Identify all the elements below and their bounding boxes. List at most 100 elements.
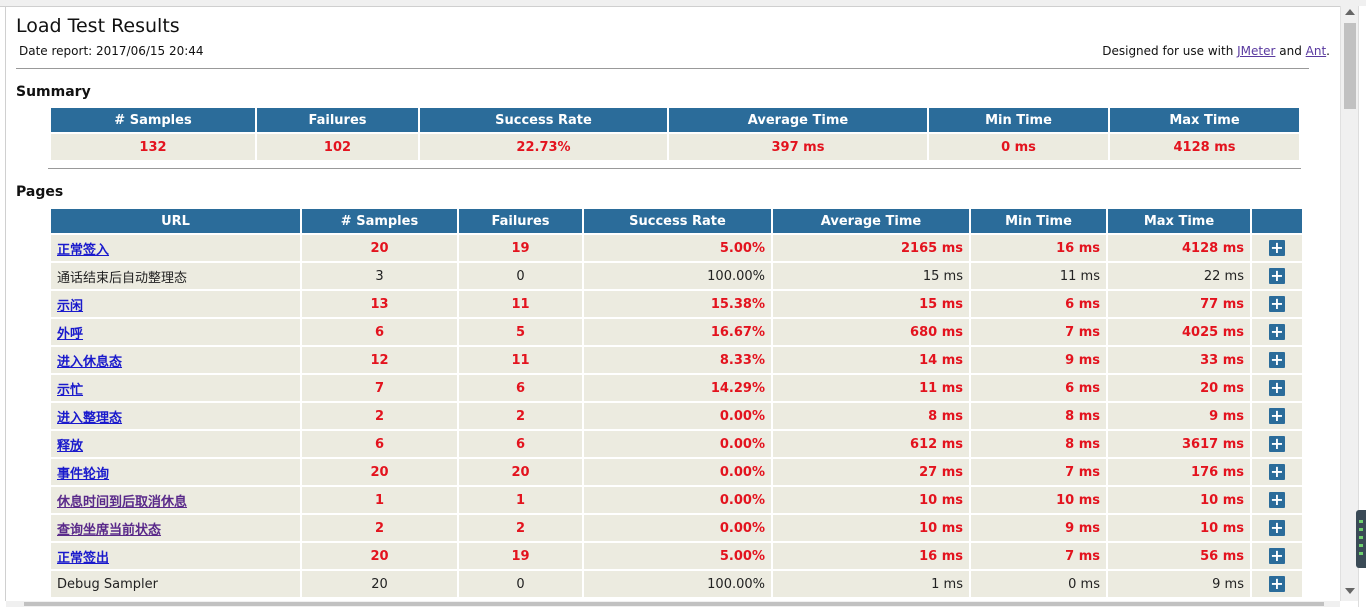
url-link[interactable]: 正常签出 <box>57 550 110 566</box>
failures-cell: 11 <box>459 347 582 373</box>
plus-icon[interactable]: + <box>1269 238 1285 257</box>
ant-link[interactable]: Ant <box>1305 44 1327 58</box>
expand-cell: + <box>1252 235 1302 261</box>
expand-cell: + <box>1252 375 1302 401</box>
table-row: 示忙 7 6 14.29% 11 ms 6 ms 20 ms + <box>51 375 1302 401</box>
expand-cell: + <box>1252 263 1302 289</box>
average-time-cell: 10 ms <box>773 515 969 541</box>
samples-cell: 7 <box>302 375 457 401</box>
url-link[interactable]: 正常签入 <box>57 242 110 258</box>
summary-min-time: 0 ms <box>929 134 1108 160</box>
url-link[interactable]: 查询坐席当前状态 <box>57 522 162 538</box>
plus-icon[interactable]: + <box>1269 546 1285 565</box>
designed-for-note: Designed for use with JMeter and Ant. <box>1102 44 1330 58</box>
page-title: Load Test Results <box>16 15 180 37</box>
vertical-scrollbar[interactable] <box>1340 6 1359 601</box>
url-link[interactable]: 外呼 <box>57 326 84 342</box>
url-link[interactable]: 进入休息态 <box>57 354 123 370</box>
scroll-down-icon[interactable] <box>1345 588 1355 594</box>
failures-cell: 0 <box>459 571 582 597</box>
plus-icon[interactable]: + <box>1269 266 1285 285</box>
average-time-cell: 612 ms <box>773 431 969 457</box>
average-time-cell: 14 ms <box>773 347 969 373</box>
horizontal-scrollbar[interactable] <box>6 601 1340 607</box>
expand-cell: + <box>1252 487 1302 513</box>
url-link[interactable]: 示闲 <box>57 298 84 314</box>
table-row: 正常签出 20 19 5.00% 16 ms 7 ms 56 ms + <box>51 543 1302 569</box>
summary-samples: 132 <box>51 134 255 160</box>
average-time-cell: 2165 ms <box>773 235 969 261</box>
url-cell: 进入休息态 <box>51 347 300 373</box>
plus-icon[interactable]: + <box>1269 406 1285 425</box>
pages-header-average-time: Average Time <box>773 209 969 233</box>
failures-cell: 6 <box>459 375 582 401</box>
min-time-cell: 9 ms <box>971 515 1106 541</box>
designed-prefix: Designed for use with <box>1102 44 1238 58</box>
min-time-cell: 8 ms <box>971 403 1106 429</box>
url-cell: 通话结束后自动整理态 <box>51 263 300 289</box>
max-time-cell: 77 ms <box>1108 291 1250 317</box>
average-time-cell: 16 ms <box>773 543 969 569</box>
url-link[interactable]: 示忙 <box>57 382 84 398</box>
plus-icon[interactable]: + <box>1269 518 1285 537</box>
max-time-cell: 4025 ms <box>1108 319 1250 345</box>
url-link[interactable]: 休息时间到后取消休息 <box>57 494 188 510</box>
success-rate-cell: 100.00% <box>584 571 771 597</box>
success-rate-cell: 100.00% <box>584 263 771 289</box>
jmeter-link[interactable]: JMeter <box>1237 44 1276 58</box>
side-meter-icon <box>1356 510 1366 568</box>
expand-cell: + <box>1252 319 1302 345</box>
table-row: Debug Sampler 20 0 100.00% 1 ms 0 ms 9 ms + <box>51 571 1302 597</box>
summary-header-success-rate: Success Rate <box>420 108 667 132</box>
max-time-cell: 176 ms <box>1108 459 1250 485</box>
window-left-edge <box>5 6 6 601</box>
url-link[interactable]: 事件轮询 <box>57 466 110 482</box>
summary-header-min-time: Min Time <box>929 108 1108 132</box>
scroll-thumb[interactable] <box>1344 23 1356 109</box>
url-link[interactable]: 进入整理态 <box>57 410 123 426</box>
samples-cell: 6 <box>302 431 457 457</box>
table-row: 查询坐席当前状态 2 2 0.00% 10 ms 9 ms 10 ms + <box>51 515 1302 541</box>
url-cell: 正常签入 <box>51 235 300 261</box>
plus-icon[interactable]: + <box>1269 350 1285 369</box>
plus-icon[interactable]: + <box>1269 322 1285 341</box>
success-rate-cell: 14.29% <box>584 375 771 401</box>
url-link[interactable]: 释放 <box>57 438 84 454</box>
average-time-cell: 15 ms <box>773 263 969 289</box>
max-time-cell: 10 ms <box>1108 515 1250 541</box>
url-cell: 正常签出 <box>51 543 300 569</box>
table-row: 示闲 13 11 15.38% 15 ms 6 ms 77 ms + <box>51 291 1302 317</box>
summary-divider <box>48 168 1301 169</box>
url-label: 通话结束后自动整理态 <box>57 270 188 286</box>
plus-icon[interactable]: + <box>1269 462 1285 481</box>
plus-icon[interactable]: + <box>1269 574 1285 593</box>
table-row: 事件轮询 20 20 0.00% 27 ms 7 ms 176 ms + <box>51 459 1302 485</box>
success-rate-cell: 0.00% <box>584 459 771 485</box>
failures-cell: 0 <box>459 263 582 289</box>
min-time-cell: 6 ms <box>971 291 1106 317</box>
url-cell: 查询坐席当前状态 <box>51 515 300 541</box>
scroll-up-icon[interactable] <box>1345 9 1355 15</box>
url-cell: 进入整理态 <box>51 403 300 429</box>
summary-average-time: 397 ms <box>669 134 927 160</box>
plus-icon[interactable]: + <box>1269 490 1285 509</box>
plus-icon[interactable]: + <box>1269 434 1285 453</box>
success-rate-cell: 0.00% <box>584 431 771 457</box>
horizontal-scroll-thumb[interactable] <box>24 602 1324 606</box>
plus-icon[interactable]: + <box>1269 294 1285 313</box>
report-content: Load Test Results Date report: 2017/06/1… <box>6 7 1340 601</box>
pages-table: URL # Samples Failures Success Rate Aver… <box>49 207 1304 599</box>
average-time-cell: 27 ms <box>773 459 969 485</box>
expand-cell: + <box>1252 515 1302 541</box>
table-row: 正常签入 20 19 5.00% 2165 ms 16 ms 4128 ms + <box>51 235 1302 261</box>
min-time-cell: 6 ms <box>971 375 1106 401</box>
average-time-cell: 680 ms <box>773 319 969 345</box>
expand-cell: + <box>1252 347 1302 373</box>
table-row: 进入整理态 2 2 0.00% 8 ms 8 ms 9 ms + <box>51 403 1302 429</box>
samples-cell: 2 <box>302 515 457 541</box>
max-time-cell: 10 ms <box>1108 487 1250 513</box>
window-right-edge <box>1358 6 1366 607</box>
pages-heading: Pages <box>16 184 64 200</box>
url-cell: 示忙 <box>51 375 300 401</box>
plus-icon[interactable]: + <box>1269 378 1285 397</box>
